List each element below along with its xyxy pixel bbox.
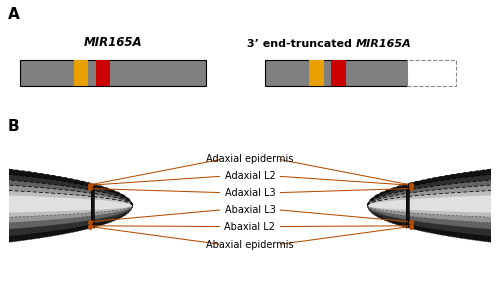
- Bar: [406, 200, 409, 210]
- Bar: [20, 60, 206, 86]
- Bar: [406, 184, 409, 228]
- Bar: [406, 197, 409, 213]
- Polygon shape: [9, 191, 132, 217]
- Text: Adaxial epidermis: Adaxial epidermis: [206, 154, 294, 164]
- Polygon shape: [9, 196, 132, 213]
- Text: 3’ end-truncated: 3’ end-truncated: [246, 39, 356, 49]
- Bar: [264, 60, 407, 86]
- Text: Adaxial L3: Adaxial L3: [224, 188, 276, 198]
- Text: Abaxial L3: Abaxial L3: [224, 205, 276, 215]
- Bar: [96, 60, 110, 86]
- Bar: [407, 60, 456, 86]
- Text: Abaxial L2: Abaxial L2: [224, 221, 276, 231]
- Text: MIR165A: MIR165A: [84, 36, 142, 49]
- Bar: [91, 184, 94, 228]
- Polygon shape: [368, 185, 491, 223]
- Polygon shape: [368, 191, 491, 217]
- Bar: [91, 187, 94, 224]
- Text: B: B: [8, 119, 19, 134]
- Polygon shape: [9, 180, 132, 229]
- Polygon shape: [368, 174, 491, 236]
- Bar: [309, 60, 324, 86]
- Polygon shape: [368, 169, 491, 242]
- Text: Adaxial L2: Adaxial L2: [224, 171, 276, 181]
- Bar: [406, 193, 409, 216]
- Bar: [74, 60, 88, 86]
- Polygon shape: [368, 196, 491, 213]
- Bar: [331, 60, 345, 86]
- Bar: [91, 190, 94, 220]
- Bar: [91, 197, 94, 213]
- Polygon shape: [9, 185, 132, 223]
- Bar: [91, 193, 94, 216]
- Text: A: A: [8, 7, 19, 22]
- Bar: [91, 200, 94, 210]
- Text: Abaxial epidermis: Abaxial epidermis: [206, 240, 294, 250]
- Polygon shape: [368, 180, 491, 229]
- Polygon shape: [9, 169, 132, 242]
- Text: MIR165A: MIR165A: [356, 39, 411, 49]
- Bar: [406, 187, 409, 224]
- Bar: [406, 190, 409, 220]
- Polygon shape: [9, 174, 132, 236]
